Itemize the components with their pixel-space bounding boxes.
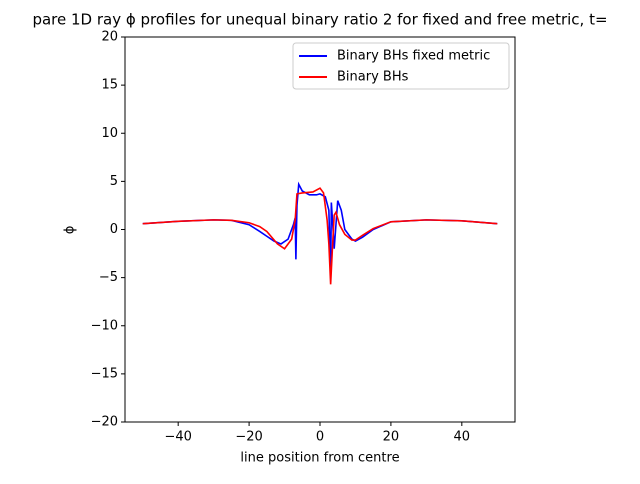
- y-tick-label: −5: [99, 270, 118, 285]
- x-tick-label: 40: [454, 430, 471, 445]
- legend-label: Binary BHs fixed metric: [337, 49, 490, 64]
- legend-label: Binary BHs: [337, 70, 409, 85]
- x-axis-label: line position from centre: [240, 451, 399, 466]
- y-tick-label: 5: [110, 174, 118, 189]
- y-tick-label: −20: [91, 415, 118, 430]
- y-tick-label: −10: [91, 318, 118, 333]
- y-tick-label: 10: [101, 126, 118, 141]
- y-tick-label: 15: [101, 78, 118, 93]
- plot-frame: [124, 36, 516, 423]
- y-tick-label: 20: [101, 30, 118, 45]
- chart-title: pare 1D ray ϕ profiles for unequal binar…: [32, 11, 607, 29]
- legend-box: [292, 42, 510, 90]
- x-tick-label: 0: [316, 430, 324, 445]
- y-tick-label: −15: [91, 366, 118, 381]
- x-tick-label: −40: [164, 430, 191, 445]
- x-tick-label: −20: [235, 430, 262, 445]
- x-tick-label: 20: [383, 430, 400, 445]
- data-line: [142, 181, 498, 278]
- y-tick-label: 0: [110, 222, 118, 237]
- data-line: [142, 187, 498, 285]
- y-axis-label: ϕ: [63, 226, 78, 235]
